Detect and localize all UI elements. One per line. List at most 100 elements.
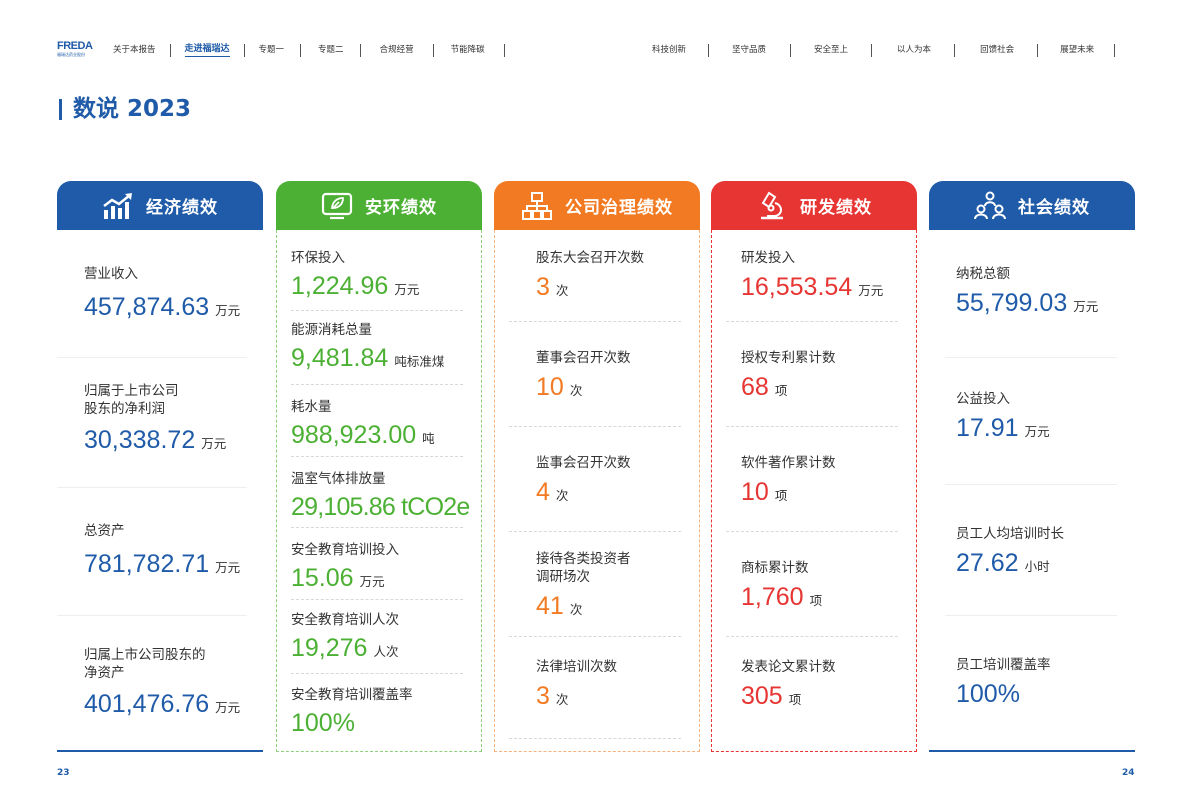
metric-safety-training-coverage: 安全教育培训覆盖率 100% (277, 686, 481, 743)
metric-unit: 吨 (422, 431, 435, 446)
metric-label: 归属上市公司股东的 净资产 (84, 647, 206, 681)
divider (57, 357, 247, 358)
metric-unit: 小时 (1024, 559, 1050, 574)
title-accent-bar (59, 99, 62, 120)
metric-water-consumption: 耗水量 988,923.00 吨 (277, 398, 481, 455)
metric-label: 研发投入 (741, 250, 795, 266)
divider (509, 426, 681, 427)
nav-item-people[interactable]: 以人为本 (897, 45, 932, 55)
nav-item-topic-one[interactable]: 专题一 (258, 45, 285, 55)
metric-label: 授权专利累计数 (741, 350, 836, 366)
metric-label: 员工人均培训时长 (956, 526, 1064, 542)
metric-net-assets: 归属上市公司股东的 净资产 401,476.76 万元 (57, 646, 263, 724)
metric-unit: 万元 (359, 574, 385, 589)
nav-item-safety[interactable]: 安全至上 (814, 45, 849, 55)
metric-value: 1,224.96 (291, 272, 389, 300)
nav-separator (243, 43, 245, 57)
metric-safety-training-headcount: 安全教育培训人次 19,276 人次 (277, 611, 481, 668)
nav-item-quality[interactable]: 坚守品质 (732, 45, 767, 55)
leaf-screen-icon (321, 190, 353, 222)
metric-unit: 万元 (858, 283, 884, 298)
card-title: 研发绩效 (800, 198, 872, 218)
card-body: 研发投入 16,553.54 万元 授权专利累计数 68 项 软件著作累计数 10 项… (711, 230, 917, 752)
metric-total-tax: 纳税总额 55,799.03 万元 (929, 265, 1135, 323)
metric-granted-patents: 授权专利累计数 68 项 (712, 349, 916, 407)
nav-item-give-back[interactable]: 回馈社会 (980, 45, 1015, 55)
metric-charity-investment: 公益投入 17.91 万元 (929, 390, 1135, 448)
metric-value: 781,782.71 (84, 550, 210, 578)
nav-separator (432, 43, 434, 57)
metric-label: 接待各类投资者 调研场次 (536, 551, 631, 585)
page-number-right: 24 (1122, 768, 1135, 778)
metric-value: 10 (536, 373, 564, 401)
metric-value: 15.06 (291, 564, 354, 592)
metric-value: 55,799.03 (956, 289, 1068, 317)
metric-label: 公益投入 (956, 391, 1010, 407)
card-title: 经济绩效 (146, 198, 218, 218)
metric-value: 17.91 (956, 414, 1019, 442)
nav-separator (503, 43, 505, 57)
metric-value: 988,923.00 (291, 421, 417, 449)
metric-value: 1,760 (741, 583, 804, 611)
nav-item-enter-freda[interactable]: 走进福瑞达 (184, 43, 230, 57)
card-body: 纳税总额 55,799.03 万元 公益投入 17.91 万元 员工人均培训时长 2… (929, 230, 1135, 752)
divider (509, 321, 681, 322)
metric-label: 软件著作累计数 (741, 455, 836, 471)
divider (945, 615, 1117, 616)
divider (291, 599, 463, 600)
divider (509, 531, 681, 532)
metric-unit: 人次 (373, 644, 399, 659)
metric-unit: 万元 (215, 303, 241, 318)
nav-item-energy-saving[interactable]: 节能降碳 (450, 45, 485, 55)
metric-unit: 项 (774, 488, 788, 503)
metric-value: 9,481.84 (291, 344, 389, 372)
metric-unit: 万元 (1024, 424, 1050, 439)
divider (57, 487, 247, 488)
card-header: 公司治理绩效 (494, 181, 700, 230)
divider (291, 384, 463, 385)
nav-item-topic-two[interactable]: 专题二 (318, 45, 344, 55)
metric-unit: 次 (555, 488, 569, 503)
people-network-icon (974, 190, 1006, 222)
metric-value: 10 (741, 478, 769, 506)
nav-separator (871, 43, 873, 57)
nav-item-about-report[interactable]: 关于本报告 (113, 45, 156, 55)
card-header: 研发绩效 (711, 181, 917, 230)
metric-unit: 吨标准煤 (394, 354, 445, 369)
metric-unit: 次 (569, 383, 583, 398)
company-logo[interactable]: FREDA 福瑞达药业股份 (57, 41, 93, 59)
metric-label: 发表论文累计数 (741, 659, 836, 675)
card-rd-performance: 研发绩效 研发投入 16,553.54 万元 授权专利累计数 68 项 软件著作累计… (711, 181, 917, 752)
nav-item-outlook[interactable]: 展望未来 (1060, 45, 1095, 55)
metric-unit: 次 (555, 283, 569, 298)
metric-value: 29,105.86 tCO2e (291, 493, 470, 521)
nav-right: 科技创新 坚守品质 安全至上 以人为本 回馈社会 展望未来 (652, 43, 1116, 57)
divider (726, 426, 898, 427)
divider (291, 673, 463, 674)
metric-unit: 万元 (215, 560, 241, 575)
metric-unit: 万元 (394, 282, 420, 297)
card-body: 营业收入 457,874.63 万元 归属于上市公司 股东的净利润 30,338.… (57, 230, 263, 752)
metric-label: 环保投入 (291, 250, 345, 266)
metric-value: 16,553.54 (741, 273, 853, 301)
metric-label: 股东大会召开次数 (536, 250, 644, 266)
nav-item-tech-innovation[interactable]: 科技创新 (652, 45, 687, 55)
metric-unit: 次 (569, 602, 583, 617)
metric-label: 法律培训次数 (536, 659, 617, 675)
divider (509, 636, 681, 637)
nav-separator (1114, 43, 1116, 57)
divider (291, 456, 463, 457)
nav-separator (790, 43, 792, 57)
metric-label: 董事会召开次数 (536, 350, 631, 366)
card-header: 社会绩效 (929, 181, 1135, 230)
card-title: 社会绩效 (1018, 198, 1090, 218)
metric-unit: 万元 (201, 436, 227, 451)
metric-training-coverage: 员工培训覆盖率 100% (929, 656, 1135, 714)
metric-value: 3 (536, 682, 550, 710)
nav-item-compliance[interactable]: 合规经营 (379, 45, 414, 55)
metric-value: 305 (741, 682, 783, 710)
